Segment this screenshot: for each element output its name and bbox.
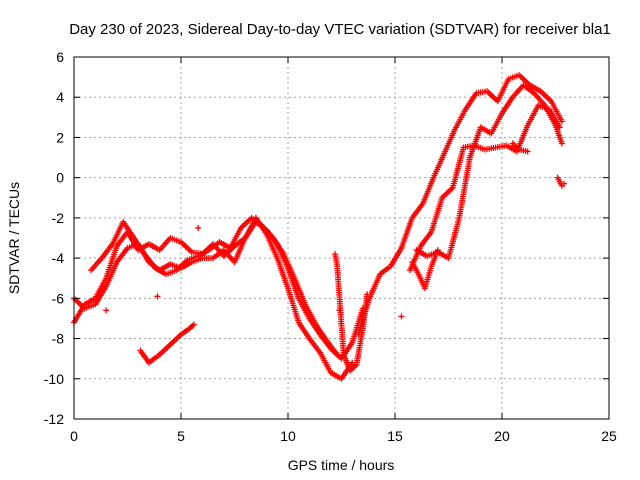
y-tick-label: 4 xyxy=(56,89,64,105)
axis-ticks: 0 5 10 15 20 25 -12 -10 -8 -6 -4 -2 0 2 4 6 xyxy=(44,49,617,444)
grid-lines xyxy=(74,57,609,419)
y-tick-label: -6 xyxy=(52,290,65,306)
series-rise-b xyxy=(413,82,565,262)
x-tick-label: 15 xyxy=(387,428,403,444)
x-tick-label: 10 xyxy=(280,428,296,444)
y-tick-label: 2 xyxy=(56,129,64,145)
x-tick-label: 5 xyxy=(177,428,185,444)
data-point xyxy=(154,293,161,300)
x-tick-label: 25 xyxy=(601,428,617,444)
y-tick-label: -4 xyxy=(52,250,65,266)
series-track-c xyxy=(88,214,341,358)
y-tick-label: -2 xyxy=(52,210,65,226)
data-point xyxy=(398,313,405,320)
plot-frame xyxy=(73,56,610,420)
data-point xyxy=(103,307,110,314)
series-rise-c xyxy=(406,102,563,274)
data-point xyxy=(195,224,202,231)
data-point xyxy=(434,247,441,254)
x-tick-label: 0 xyxy=(70,428,78,444)
data-point xyxy=(558,118,565,125)
x-axis-label: GPS time / hours xyxy=(288,457,395,473)
data-point xyxy=(524,148,531,155)
data-point xyxy=(556,124,563,131)
data-point xyxy=(558,140,565,147)
y-tick-label: -10 xyxy=(44,371,64,387)
series-short-b xyxy=(509,140,531,155)
series-short-a xyxy=(409,247,441,292)
series-short-c xyxy=(554,174,568,189)
chart-title: Day 230 of 2023, Sidereal Day-to-day VTE… xyxy=(69,21,611,38)
x-tick-label: 20 xyxy=(494,428,510,444)
y-tick-label: 6 xyxy=(56,49,64,65)
data-point xyxy=(336,307,343,314)
data-point xyxy=(561,180,568,187)
data-point xyxy=(364,291,371,298)
series-arc-low xyxy=(137,321,197,366)
series-isolated xyxy=(103,224,405,320)
data-point xyxy=(334,351,341,358)
y-tick-label: 0 xyxy=(56,170,64,186)
data-series xyxy=(71,72,568,382)
y-tick-label: -12 xyxy=(44,411,64,427)
series-segment-dip xyxy=(332,251,371,374)
y-axis-label: SDTVAR / TECUs xyxy=(6,182,22,294)
data-point xyxy=(190,321,197,328)
y-tick-label: -8 xyxy=(52,331,65,347)
